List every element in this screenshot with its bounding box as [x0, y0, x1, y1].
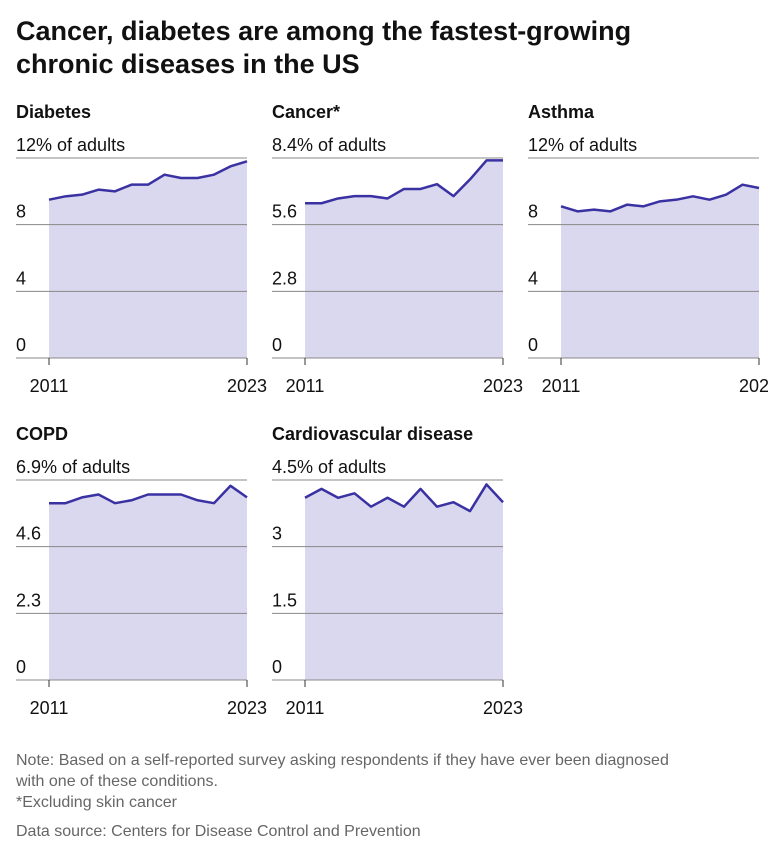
note: *Excluding skin cancer [16, 794, 177, 811]
panel-title: Asthma [528, 102, 595, 122]
y-tick-label: 0 [528, 335, 538, 355]
y-tick-label: 2.3 [16, 590, 41, 610]
y-tick-label: 3 [272, 524, 282, 544]
y-tick-label: 4.5% of adults [272, 457, 386, 477]
panel-title: COPD [16, 424, 68, 444]
x-tick-label: 2023 [739, 376, 768, 396]
y-tick-label: 0 [272, 335, 282, 355]
x-tick-label: 2023 [483, 376, 523, 396]
chart: Cancer, diabetes are among the fastest-g… [16, 16, 768, 718]
source: Data source: Centers for Disease Control… [16, 823, 421, 840]
y-tick-label: 8 [16, 202, 26, 222]
title-line: Cancer, diabetes are among the fastest-g… [16, 16, 631, 79]
panel-title: Diabetes [16, 102, 91, 122]
y-tick-label: 8 [528, 202, 538, 222]
y-tick-label: 12% of adults [16, 135, 125, 155]
y-tick-label: 0 [16, 335, 26, 355]
area [305, 484, 503, 680]
y-tick-label: 0 [16, 657, 26, 677]
y-tick-label: 6.9% of adults [16, 457, 130, 477]
note: Note: Based on a self-reported survey as… [16, 752, 669, 790]
chart-title: Cancer, diabetes are among the fastest-g… [16, 16, 631, 46]
x-tick-label: 2011 [30, 698, 69, 718]
area [305, 160, 503, 358]
notes: Note: Based on a self-reported survey as… [16, 750, 696, 842]
y-tick-label: 5.6 [272, 202, 297, 222]
area [49, 161, 247, 358]
x-tick-label: 2011 [286, 376, 325, 396]
y-tick-label: 0 [272, 657, 282, 677]
y-tick-label: 2.8 [272, 268, 297, 288]
y-tick-label: 4 [16, 268, 26, 288]
y-tick-label: 1.5 [272, 590, 297, 610]
y-tick-label: 4 [528, 268, 538, 288]
line [304, 483, 504, 513]
area [49, 485, 247, 680]
panel-title: Cardiovascular disease [272, 424, 473, 444]
line [48, 160, 248, 201]
x-tick-label: 2011 [286, 698, 325, 718]
line [49, 484, 248, 505]
x-tick-label: 2011 [30, 376, 69, 396]
chart-title-line: chronic diseases in the US [16, 49, 360, 79]
panel-title: Cancer* [272, 102, 340, 122]
area [561, 184, 759, 358]
x-tick-label: 2011 [542, 376, 581, 396]
line [560, 183, 760, 213]
y-tick-label: 12% of adults [528, 135, 637, 155]
x-tick-label: 2023 [227, 698, 267, 718]
y-tick-label: 4.6 [16, 524, 41, 544]
x-tick-label: 2023 [483, 698, 523, 718]
y-tick-label: 8.4% of adults [272, 135, 386, 155]
line [305, 159, 503, 205]
x-tick-label: 2023 [227, 376, 267, 396]
